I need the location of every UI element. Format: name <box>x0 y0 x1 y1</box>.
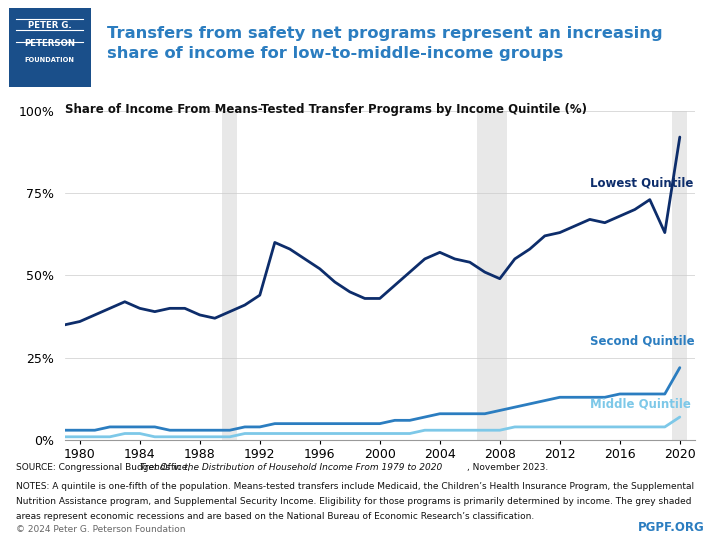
Text: © 2024 Peter G. Peterson Foundation: © 2024 Peter G. Peterson Foundation <box>16 524 185 534</box>
Text: PGPF.ORG: PGPF.ORG <box>637 521 704 534</box>
Bar <box>9 8 91 87</box>
Text: Middle Quintile: Middle Quintile <box>590 397 690 410</box>
Bar <box>477 111 508 440</box>
Text: Trends in the Distribution of Household Income From 1979 to 2020: Trends in the Distribution of Household … <box>140 463 443 472</box>
Text: Second Quintile: Second Quintile <box>590 335 694 348</box>
Text: SOURCE: Congressional Budget Office,: SOURCE: Congressional Budget Office, <box>16 463 193 472</box>
Text: Lowest Quintile: Lowest Quintile <box>590 177 693 190</box>
Bar <box>672 111 688 440</box>
Bar <box>222 111 238 440</box>
Text: Nutrition Assistance program, and Supplemental Security Income. Eligibility for : Nutrition Assistance program, and Supple… <box>16 497 691 506</box>
Text: areas represent economic recessions and are based on the National Bureau of Econ: areas represent economic recessions and … <box>16 512 534 521</box>
Text: , November 2023.: , November 2023. <box>467 463 548 472</box>
Text: PETERSON: PETERSON <box>24 39 75 48</box>
Text: Transfers from safety net programs represent an increasing
share of income for l: Transfers from safety net programs repre… <box>107 26 662 61</box>
Text: Share of Income From Means-Tested Transfer Programs by Income Quintile (%): Share of Income From Means-Tested Transf… <box>65 103 587 116</box>
Text: PETER G.: PETER G. <box>28 21 71 30</box>
Text: FOUNDATION: FOUNDATION <box>24 57 75 64</box>
Text: NOTES: A quintile is one-fifth of the population. Means-tested transfers include: NOTES: A quintile is one-fifth of the po… <box>16 482 694 491</box>
